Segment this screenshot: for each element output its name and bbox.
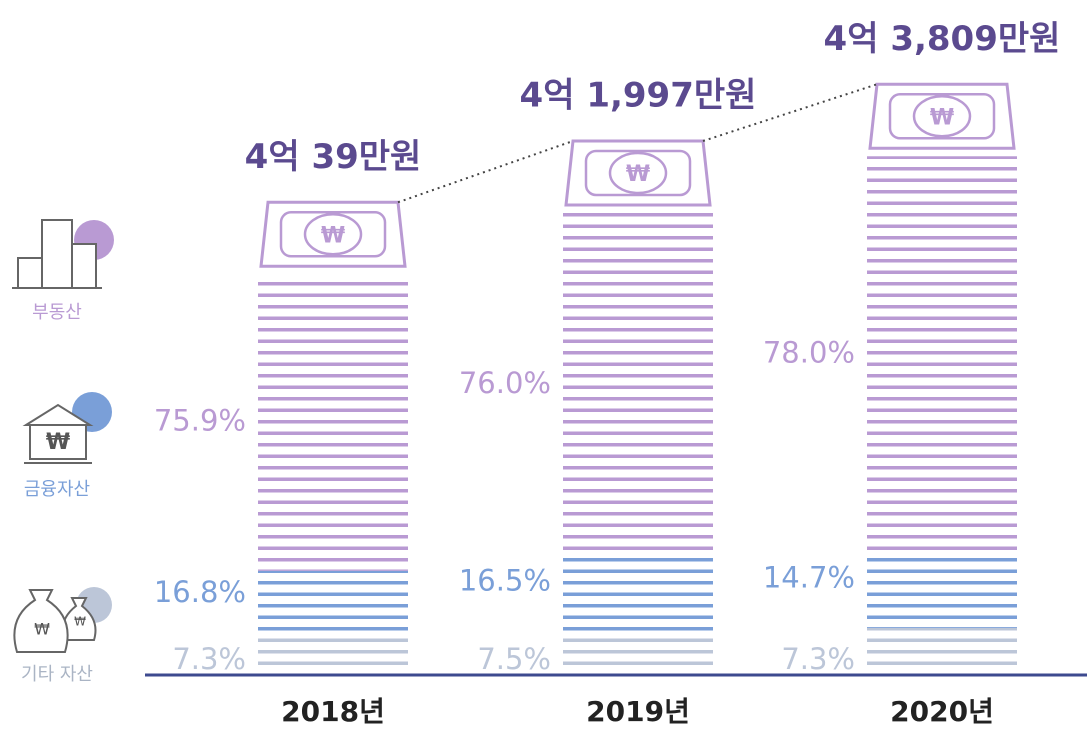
bill-symbol: ₩: [626, 162, 650, 187]
percent-label: 76.0%: [459, 366, 551, 400]
bill-symbol: ₩: [321, 223, 345, 248]
stack-segment: [258, 571, 408, 637]
legend-label: 부동산: [32, 302, 82, 323]
stack-segment: [563, 557, 713, 632]
x-tick-label: 2020년: [890, 695, 994, 728]
percent-label: 7.3%: [781, 642, 855, 676]
chart: ₩ ₩ ₩ 부동산 금융자산 기타 자산 7.3% 16.8% 75.9% ₩4억 3…: [0, 0, 1087, 730]
bill: ₩: [566, 141, 710, 205]
stack-segment: [258, 636, 408, 665]
total-label: 4억 1,997만원: [520, 75, 757, 115]
bank-symbol: ₩: [46, 430, 70, 455]
percent-label: 75.9%: [154, 404, 246, 438]
total-label: 4억 39만원: [245, 137, 422, 177]
stack-segment: [867, 553, 1017, 628]
stack-segment: [867, 156, 1017, 553]
stack-segment: [563, 631, 713, 665]
stack-segment: [258, 274, 408, 571]
bag-symbol: ₩: [34, 620, 50, 639]
bill: ₩: [870, 84, 1014, 148]
stack-segment: [867, 628, 1017, 665]
legend-icon-bags: ₩ ₩: [14, 587, 112, 652]
bag-symbol: ₩: [74, 615, 86, 629]
legend-icon-building: [12, 220, 114, 288]
percent-label: 7.3%: [172, 642, 246, 676]
legend-label: 금융자산: [24, 479, 90, 500]
legend-label: 기타 자산: [21, 664, 93, 685]
connector: [398, 141, 573, 202]
x-tick-label: 2018년: [281, 695, 385, 728]
bill-symbol: ₩: [930, 105, 954, 130]
bill: ₩: [261, 202, 405, 266]
percent-label: 16.5%: [459, 564, 551, 598]
legend-icon-bank: ₩: [24, 392, 112, 463]
percent-label: 7.5%: [477, 642, 551, 676]
total-label: 4억 3,809만원: [824, 19, 1061, 59]
x-tick-label: 2019년: [586, 695, 690, 728]
stack-segment: [563, 213, 713, 557]
percent-label: 16.8%: [154, 575, 246, 609]
percent-label: 14.7%: [763, 560, 855, 594]
percent-label: 78.0%: [763, 336, 855, 370]
